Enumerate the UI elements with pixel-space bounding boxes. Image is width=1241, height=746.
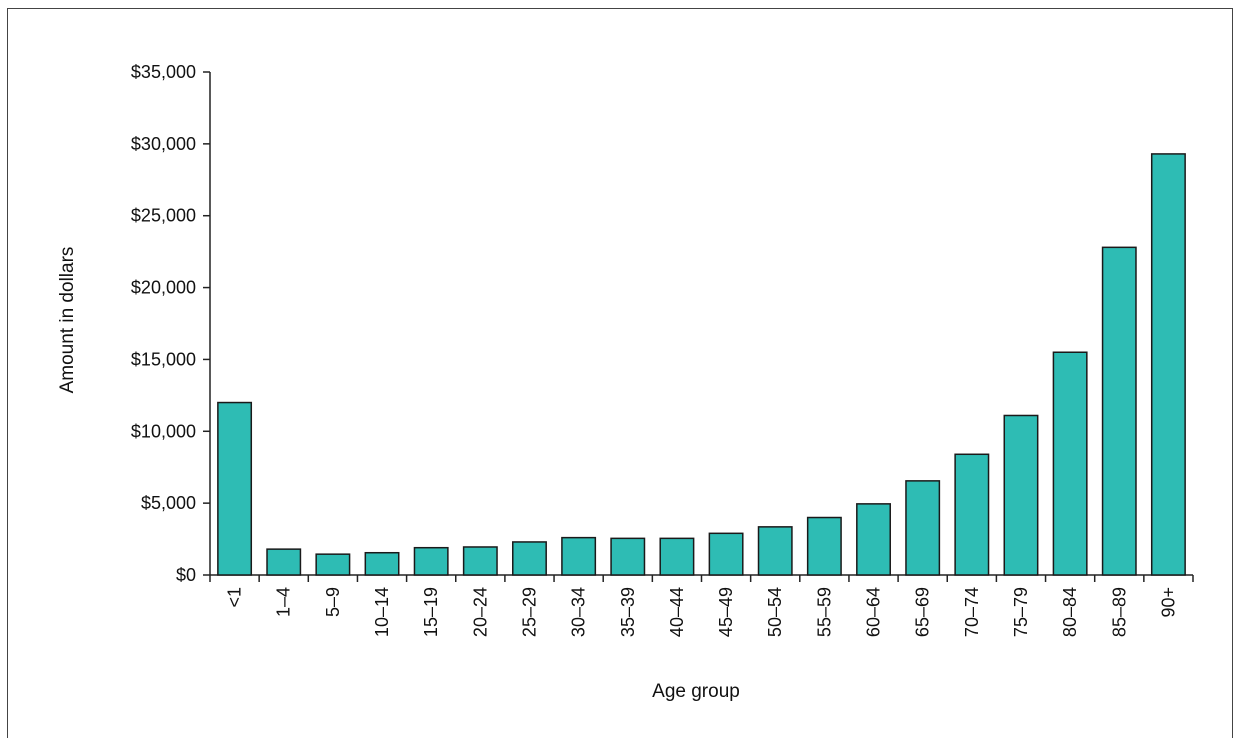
x-tick-label: 85–89 <box>1109 587 1129 637</box>
axes <box>209 72 1193 576</box>
y-tick-label: $30,000 <box>131 134 196 154</box>
y-tick-label: $15,000 <box>131 349 196 369</box>
x-tick-label: 20–24 <box>470 587 490 637</box>
x-tick-label: 45–49 <box>716 587 736 637</box>
bar <box>512 541 547 576</box>
x-tick-label: 50–54 <box>765 587 785 637</box>
chart-frame-right-edge <box>1232 8 1233 738</box>
x-tick-label: 1–4 <box>274 587 294 617</box>
x-tick-label: <1 <box>225 587 245 608</box>
y-tick-label: $35,000 <box>131 62 196 82</box>
x-ticks: <1 1–4 5–9 10–14 15–19 20–24 25–29 30–34 35–39 40… <box>209 575 1194 637</box>
x-tick-label: 75–79 <box>1011 587 1031 637</box>
y-tick-label: $5,000 <box>141 493 196 513</box>
bar <box>708 532 744 576</box>
bar <box>610 537 646 576</box>
x-tick-label: 5–9 <box>323 587 343 617</box>
y-tick-label: $10,000 <box>131 421 196 441</box>
x-axis-title: Age group <box>652 681 740 702</box>
x-tick-label: 15–19 <box>421 587 441 637</box>
y-tick-label: $20,000 <box>131 278 196 298</box>
y-ticks: $0 $5,000 $10,000 $15,000 $20,000 $25,000 $30,… <box>131 62 210 585</box>
bar <box>364 551 400 576</box>
bar <box>757 526 793 576</box>
bar <box>1150 153 1186 576</box>
bar <box>1101 246 1137 576</box>
x-tick-label: 40–44 <box>667 587 687 637</box>
y-axis-title: Amount in dollars <box>57 247 78 394</box>
bar <box>1052 351 1088 576</box>
bar <box>954 453 990 576</box>
x-tick-label: 70–74 <box>962 587 982 637</box>
bar <box>217 401 253 576</box>
bar <box>806 516 842 576</box>
bar <box>462 546 498 576</box>
bar <box>856 503 891 576</box>
x-tick-label: 60–64 <box>864 587 884 637</box>
bar <box>561 536 597 576</box>
bar <box>905 480 941 576</box>
x-tick-label: 10–14 <box>372 587 392 637</box>
bar <box>315 553 351 576</box>
bar <box>1003 414 1039 576</box>
bars <box>217 153 1186 576</box>
chart-frame <box>7 8 1233 738</box>
y-tick-label: $0 <box>176 565 196 585</box>
x-tick-label: 55–59 <box>814 587 834 637</box>
x-tick-label: 80–84 <box>1060 587 1080 637</box>
x-tick-label: 90+ <box>1158 587 1178 618</box>
bar <box>413 546 449 576</box>
x-tick-label: 65–69 <box>913 587 933 637</box>
y-tick-label: $25,000 <box>131 206 196 226</box>
x-tick-label: 25–29 <box>519 587 539 637</box>
x-tick-label: 35–39 <box>618 587 638 637</box>
x-tick-label: 30–34 <box>569 587 589 637</box>
bar <box>266 548 302 576</box>
bar <box>659 537 695 576</box>
